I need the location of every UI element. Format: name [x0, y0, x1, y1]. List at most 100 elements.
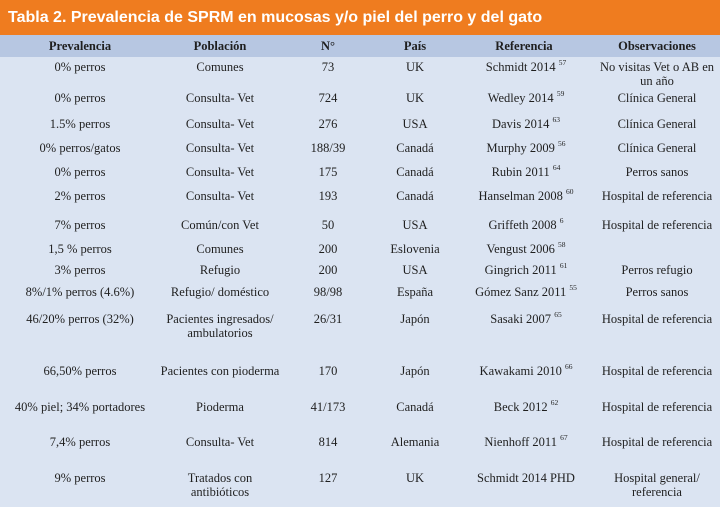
cell-prevalencia: 7% perros [54, 218, 106, 232]
cell-n: 200 [318, 263, 338, 277]
cell-poblacion: Comunes [196, 60, 244, 74]
cell-obs: Hospital general/ referencia [614, 471, 700, 499]
cell-n: 50 [321, 218, 335, 232]
cell-obs: Clínica General [617, 91, 697, 105]
cell-obs: Clínica General [617, 141, 697, 155]
cell-obs: Hospital de referencia [601, 218, 713, 232]
cell-n: 276 [318, 117, 338, 131]
cell-obs: Perros sanos [625, 165, 689, 179]
citation-number: 66 [564, 361, 573, 371]
table-row: 7,4% perros Consulta- Vet 814 Alemania Nienh… [0, 432, 720, 468]
cell-pais: UK [405, 471, 425, 485]
cell-prevalencia: 0% perros [54, 91, 106, 105]
cell-prevalencia: 2% perros [54, 189, 106, 203]
table-row: 40% piel; 34% portadores Pioderma 41/173 Ca… [0, 397, 720, 432]
cell-ref: Gingrich 2011 61 [454, 260, 594, 282]
cell-n: 724 [318, 91, 338, 105]
citation-number: 58 [558, 239, 566, 249]
citation-number: 57 [558, 57, 567, 67]
citation-number: 60 [565, 186, 574, 196]
cell-pais: España [396, 285, 434, 299]
table-row: 66,50% perros Pacientes con pioderma 170 Ja… [0, 361, 720, 397]
cell-n: 193 [318, 189, 338, 203]
citation-number: 61 [559, 260, 568, 270]
table-row: 2% perros Consulta- Vet 193 Canadá Hanselman… [0, 186, 720, 215]
reference-text: Wedley 2014 [487, 91, 554, 105]
reference-text: Gingrich 2011 [484, 263, 557, 277]
cell-obs: No visitas Vet o AB en un año [599, 60, 714, 88]
prevalence-table: Prevalencia Población N° País Referencia… [0, 35, 720, 503]
reference-text: Murphy 2009 [486, 141, 555, 155]
cell-prevalencia: 0% perros/gatos [39, 141, 121, 155]
reference-text: Sasaki 2007 [490, 312, 552, 326]
citation-number: 62 [550, 397, 559, 407]
cell-n: 26/31 [313, 312, 343, 326]
cell-n: 814 [318, 435, 338, 449]
cell-prevalencia: 8%/1% perros (4.6%) [25, 285, 135, 299]
citation-number: 55 [569, 282, 577, 292]
reference-text: Rubin 2011 [491, 165, 550, 179]
cell-obs: Hospital de referencia [601, 189, 713, 203]
cell-prevalencia: 9% perros [54, 471, 106, 485]
cell-poblacion: Pioderma [196, 400, 244, 414]
cell-prevalencia: 66,50% perros [43, 364, 117, 378]
cell-n: 73 [321, 60, 335, 74]
reference-text: Hanselman 2008 [478, 189, 563, 203]
reference-text: Kawakami 2010 [479, 364, 562, 378]
cell-prevalencia: 46/20% perros (32%) [26, 312, 134, 326]
table-body: 0% perros Comunes 73 UK Schmidt 2014 57 No vi… [0, 57, 720, 503]
cell-pais: Eslovenia [390, 242, 440, 256]
cell-poblacion: Consulta- Vet [185, 117, 255, 131]
cell-obs: Clínica General [617, 117, 697, 131]
cell-pais: UK [405, 91, 425, 105]
cell-poblacion: Refugio/ doméstico [170, 285, 270, 299]
table-row: 9% perros Tratados con antibióticos 127 UK S… [0, 468, 720, 503]
cell-prevalencia: 40% piel; 34% portadores [14, 400, 146, 414]
table-row: 1,5 % perros Comunes 200 Eslovenia Vengust 2… [0, 239, 720, 260]
reference-text: Schmidt 2014 [485, 60, 556, 74]
cell-n: 98/98 [313, 285, 343, 299]
citation-number: 63 [552, 114, 560, 124]
cell-ref: Vengust 2006 58 [454, 239, 594, 260]
cell-pais: USA [402, 117, 428, 131]
table-header-row: Prevalencia Población N° País Referencia… [0, 35, 720, 57]
table-row: 0% perros Consulta- Vet 175 Canadá Rubin 201… [0, 162, 720, 186]
column-header: Población [193, 39, 247, 53]
cell-n: 170 [318, 364, 338, 378]
column-header: Observaciones [618, 39, 696, 53]
cell-obs [594, 239, 720, 260]
cell-prevalencia: 0% perros [54, 165, 106, 179]
cell-obs: Hospital de referencia [601, 364, 713, 378]
reference-text: Beck 2012 [493, 400, 548, 414]
cell-poblacion: Tratados con antibióticos [187, 471, 253, 499]
cell-obs: Hospital de referencia [601, 435, 713, 449]
cell-ref: Davis 2014 63 [454, 114, 594, 138]
column-header: Referencia [495, 39, 553, 53]
cell-pais: UK [405, 60, 425, 74]
cell-ref: Nienhoff 2011 67 [454, 432, 594, 468]
cell-ref: Sasaki 2007 65 [454, 309, 594, 361]
cell-n: 200 [318, 242, 338, 256]
table-row: 0% perros Comunes 73 UK Schmidt 2014 57 No vi… [0, 57, 720, 88]
cell-ref: Gómez Sanz 2011 55 [454, 282, 594, 309]
cell-ref: Schmidt 2014 57 [454, 57, 594, 88]
cell-pais: Alemania [390, 435, 440, 449]
cell-prevalencia: 3% perros [54, 263, 106, 277]
cell-pais: Canadá [396, 165, 434, 179]
cell-ref: Hanselman 2008 60 [454, 186, 594, 215]
cell-poblacion: Consulta- Vet [185, 189, 255, 203]
cell-n: 175 [318, 165, 338, 179]
cell-pais: Japón [400, 312, 430, 326]
citation-number: 59 [556, 88, 565, 98]
cell-pais: Japón [400, 364, 430, 378]
reference-text: Griffeth 2008 [488, 218, 557, 232]
cell-ref: Beck 2012 62 [454, 397, 594, 432]
table-row: 3% perros Refugio 200 USA Gingrich 2011 61 Pe… [0, 260, 720, 282]
table-title: Tabla 2. Prevalencia de SPRM en mucosas … [8, 8, 543, 26]
cell-prevalencia: 7,4% perros [49, 435, 111, 449]
cell-prevalencia: 1,5 % perros [48, 242, 112, 256]
cell-obs: Perros sanos [625, 285, 689, 299]
cell-n: 127 [318, 471, 338, 485]
citation-number: 65 [554, 309, 562, 319]
cell-poblacion: Refugio [199, 263, 241, 277]
